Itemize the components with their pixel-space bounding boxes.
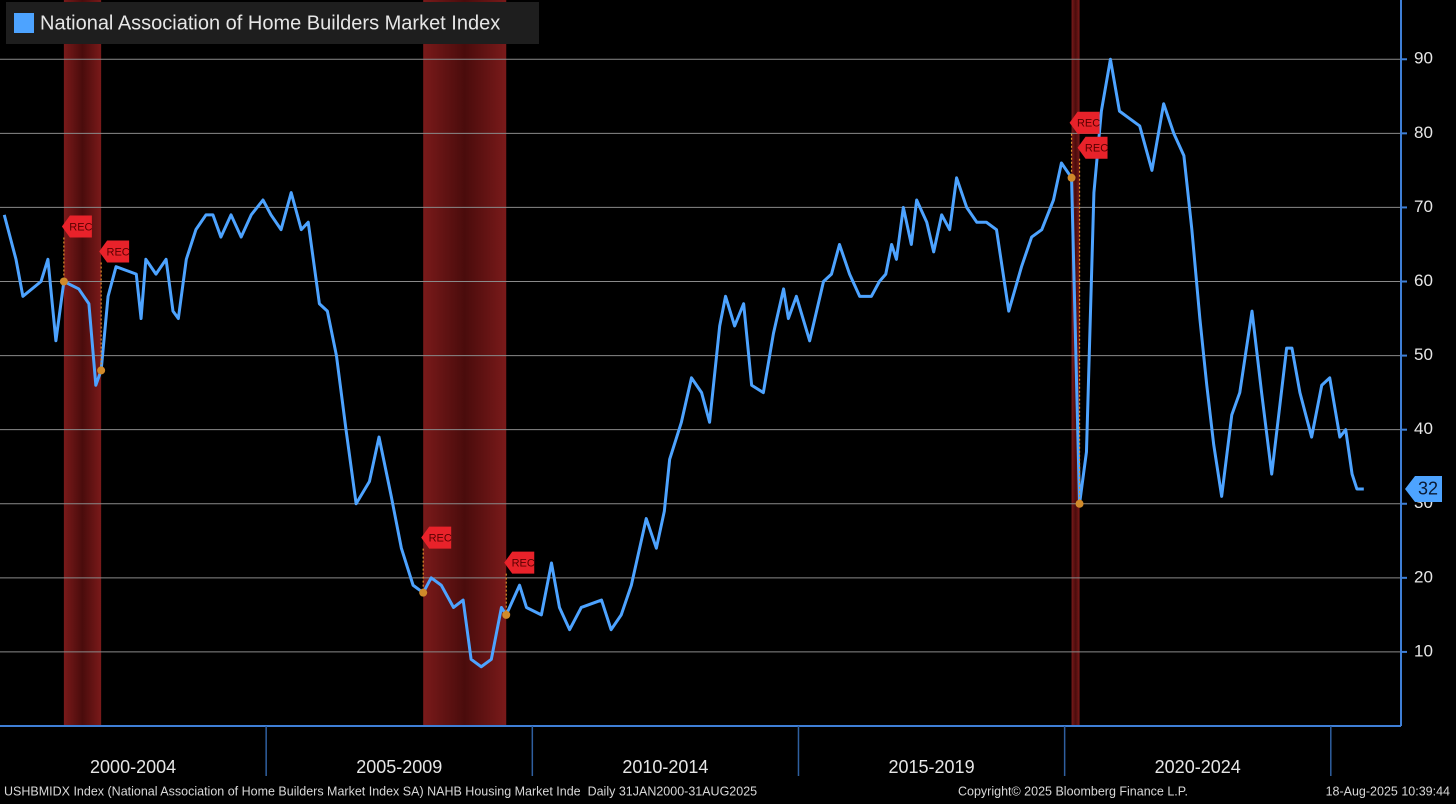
y-tick-label: 80: [1414, 123, 1433, 142]
legend-label: National Association of Home Builders Ma…: [40, 12, 500, 34]
annotation-point: [59, 277, 68, 286]
annotation-label: REC: [1085, 143, 1108, 155]
annotation-tag: [1077, 136, 1108, 159]
annotation-tag: [61, 215, 92, 238]
y-tick-label: 20: [1414, 567, 1433, 586]
annotation-point: [419, 588, 428, 597]
annotation-point: [97, 366, 106, 375]
annotation-tag: [504, 551, 535, 574]
line-layer: [2, 57, 1364, 669]
annotation-label: REC: [429, 533, 452, 545]
recession-layer: [63, 0, 1080, 726]
y-tick-label: 60: [1414, 271, 1433, 290]
annotation-point: [1067, 173, 1076, 182]
x-period-label: 2005-2009: [356, 757, 442, 777]
legend: National Association of Home Builders Ma…: [6, 2, 539, 44]
x-period-label: 2020-2024: [1155, 757, 1241, 777]
footer-copyright: Copyright© 2025 Bloomberg Finance L.P.: [958, 784, 1188, 798]
series-line: [2, 57, 1364, 669]
annotation-point: [1075, 499, 1084, 508]
y-tick-label: 90: [1414, 49, 1433, 68]
x-period-label: 2010-2014: [622, 757, 708, 777]
y-tick-label: 10: [1414, 641, 1433, 660]
last-value-label: 32: [1418, 479, 1438, 499]
x-period-label: 2000-2004: [90, 757, 176, 777]
legend-box: [6, 2, 539, 44]
annotation-point: [502, 610, 511, 619]
recession-band: [63, 0, 102, 726]
annotation-label: REC: [512, 558, 535, 570]
annotation-tag: [1069, 111, 1100, 134]
annotation-label: REC: [1077, 118, 1100, 130]
y-tick-label: 70: [1414, 197, 1433, 216]
footer-source: USHBMIDX Index (National Association of …: [4, 784, 757, 798]
y-tick-label: 40: [1414, 419, 1433, 438]
grid-layer: [0, 58, 1400, 653]
last-value-tag: [1405, 475, 1442, 502]
x-period-label: 2015-2019: [889, 757, 975, 777]
annotation-layer: REC REC REC REC REC REC: [59, 111, 1108, 619]
legend-swatch: [14, 13, 34, 33]
y-tick-label: 50: [1414, 345, 1433, 364]
annotation-tag: [99, 240, 130, 263]
annotation-tag: [421, 526, 452, 549]
annotation-label: REC: [107, 246, 130, 258]
footer-timestamp: 18-Aug-2025 10:39:44: [1326, 784, 1450, 798]
annotation-label: REC: [69, 221, 92, 233]
